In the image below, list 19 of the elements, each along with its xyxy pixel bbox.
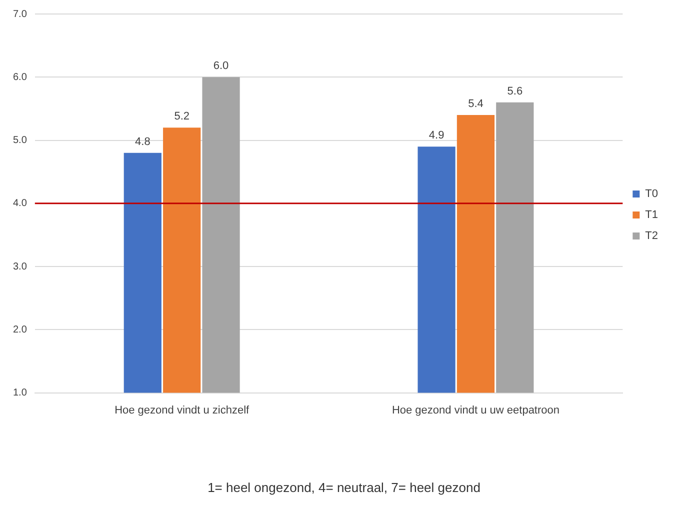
legend-label: T1 bbox=[645, 209, 658, 222]
data-label: 5.4 bbox=[468, 98, 484, 110]
legend-label: T0 bbox=[645, 188, 658, 200]
data-label: 6.0 bbox=[213, 60, 229, 72]
x-tick-label: Hoe gezond vindt u zichzelf bbox=[114, 404, 250, 416]
text: 1= heel ongezond, 4= neutraal, 7= heel gezond bbox=[206, 480, 482, 495]
y-tick-label: 2.0 bbox=[12, 324, 28, 336]
y-tick-label: 1.0 bbox=[12, 388, 28, 399]
data-label: 4.9 bbox=[428, 130, 444, 142]
data-label: 5.2 bbox=[174, 110, 190, 123]
y-tick-label: 6.0 bbox=[12, 72, 28, 83]
data-label: 4.8 bbox=[135, 136, 150, 148]
y-tick-label: 4.0 bbox=[12, 198, 28, 210]
legend-label: T2 bbox=[645, 230, 658, 242]
data-label: 5.6 bbox=[507, 85, 523, 98]
y-tick-label: 5.0 bbox=[12, 135, 28, 146]
x-tick-label: Hoe gezond vindt u uw eetpatroon bbox=[392, 404, 560, 416]
y-tick-label: 7.0 bbox=[12, 8, 28, 20]
y-tick-label: 3.0 bbox=[12, 261, 28, 272]
